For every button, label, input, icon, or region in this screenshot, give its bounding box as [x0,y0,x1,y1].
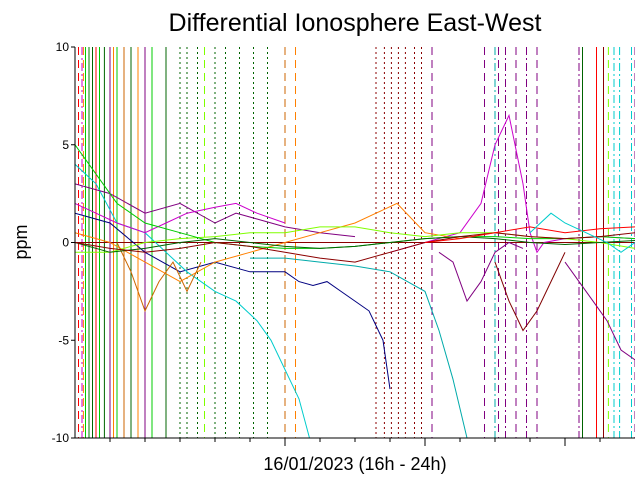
series-line-0 [75,212,391,390]
series-line-10 [75,236,635,253]
y-tick-label-3: -5 [58,333,69,347]
series-line-2 [250,257,468,438]
series-line-5 [389,113,635,254]
chart-title: Differential Ionosphere East-West [169,9,542,37]
plot-area: 10 5 0 -5 -10 [52,40,635,446]
series-line-4 [75,202,286,234]
series-line-12 [424,226,635,243]
y-axis-label: ppm [11,224,31,259]
y-tick-label-0: 10 [56,40,70,54]
x-axis-label: 16/01/2023 (16h - 24h) [263,454,446,474]
series-line-13 [529,212,635,253]
y-tick-label-2: 0 [62,236,69,250]
series-line-15 [494,252,566,332]
series-line-16 [564,261,635,361]
plot-marks [75,47,635,438]
series-line-14 [438,241,524,303]
y-tick-label-1: 5 [62,138,69,152]
series-line-7 [116,242,202,313]
y-tick-label-4: -10 [52,431,70,445]
series-line-6 [75,202,461,283]
series-line-9 [75,144,635,249]
series-line-11 [75,232,635,263]
